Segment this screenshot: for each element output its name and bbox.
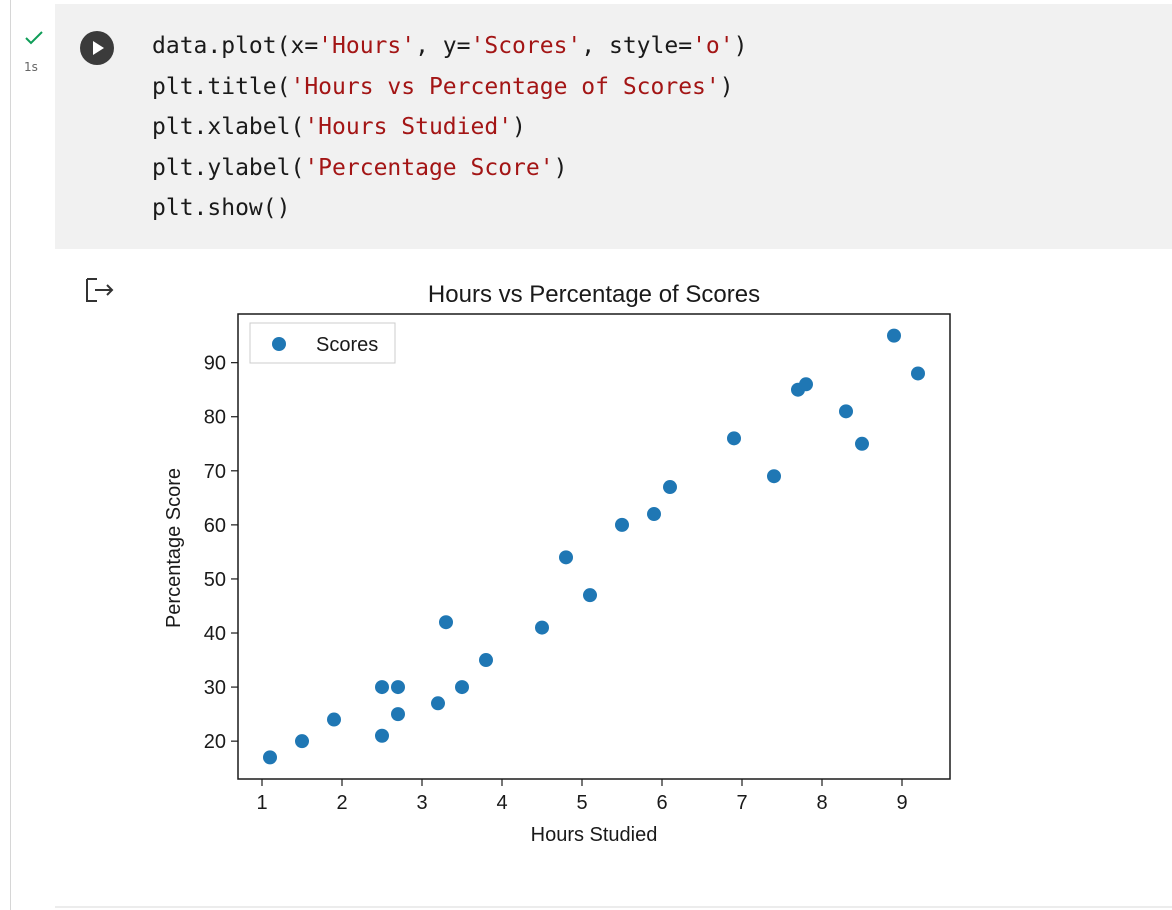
y-tick-label: 70 [204,461,226,483]
x-tick-label: 3 [416,792,427,814]
code-token: , y= [415,33,471,59]
x-tick-label: 8 [816,792,827,814]
y-tick-label: 20 [204,731,226,753]
data-point [295,734,309,749]
data-point [663,480,677,495]
legend-label: Scores [316,334,378,356]
data-point [647,507,661,522]
code-token: ) [733,33,748,59]
chart-axes: 1 2 3 4 5 6 7 8 9 20 30 40 50 60 70 80 90 [204,313,951,814]
chart-svg: Hours vs Percentage of Scores Hours Stud… [163,281,951,846]
x-tick-label: 4 [496,792,507,814]
x-tick-label: 7 [736,792,747,814]
data-point [727,431,741,446]
x-tick-label: 5 [576,792,587,814]
data-point [263,750,277,765]
code-line[interactable]: plt.title('Hours vs Percentage of Scores… [152,67,747,108]
cell-separator [55,906,1172,908]
play-icon [93,41,104,55]
legend-marker [272,337,286,351]
data-point [799,377,813,392]
code-token: ) [553,154,568,181]
cell-gutter: 1s [0,0,56,250]
y-tick-label: 30 [204,677,226,699]
cell-focus-rail [10,0,11,910]
data-point [535,620,549,635]
code-token: plt.xlabel( [152,114,305,140]
data-point [479,653,493,668]
chart-title: Hours vs Percentage of Scores [428,281,760,308]
code-editor[interactable] [55,4,1172,249]
code-string-token: 'o' [692,33,734,59]
code-token: plt.title( [152,73,291,100]
chart-x-axis-label: Hours Studied [531,824,658,846]
chart-legend: Scores [249,322,396,364]
code-string-token: 'Scores' [470,33,582,59]
code-token: ) [512,114,526,140]
data-point [431,696,445,711]
data-point [615,517,629,532]
data-point [583,588,597,603]
data-point [855,436,869,451]
data-point [559,550,573,565]
execution-time: 1s [24,60,38,74]
code-token: ) [719,73,734,100]
x-tick-label: 1 [256,792,267,814]
y-tick-label: 40 [204,623,226,645]
data-point [887,328,901,343]
code-string-token: 'Hours vs Percentage of Scores' [290,73,720,100]
data-point [327,712,341,727]
plot-frame [237,313,951,780]
code-token: data.plot(x= [152,33,319,59]
code-line[interactable]: plt.xlabel('Hours Studied') [152,107,747,148]
code-text[interactable]: data.plot(x='Hours', y='Scores', style='… [152,26,747,229]
x-tick-label: 2 [336,792,347,814]
code-string-token: 'Hours Studied' [304,114,513,140]
code-token: , style= [581,33,693,59]
y-tick-label: 50 [204,569,226,591]
data-point [391,707,405,722]
check-icon [24,30,44,46]
code-line[interactable]: plt.ylabel('Percentage Score') [152,148,747,189]
code-token: plt.ylabel( [152,154,305,181]
x-tick-label: 6 [656,792,667,814]
data-point [455,680,469,695]
output-arrow-icon [84,276,118,304]
code-line[interactable]: plt.show() [152,188,747,229]
run-cell-button[interactable] [80,31,114,65]
y-tick-label: 60 [204,515,226,537]
chart-y-axis-label: Percentage Score [163,468,185,628]
x-tick-label: 9 [896,792,907,814]
data-point [439,615,453,630]
code-string-token: 'Hours' [318,33,416,59]
data-point [767,469,781,484]
y-tick-label: 80 [204,407,226,429]
code-line[interactable]: data.plot(x='Hours', y='Scores', style='… [152,26,747,67]
data-point [375,680,389,695]
scatter-chart: Hours vs Percentage of Scores Hours Stud… [150,270,970,860]
data-point [391,680,405,695]
code-string-token: 'Percentage Score' [304,154,554,181]
chart-points [263,328,925,765]
code-token: plt.show() [152,195,291,221]
data-point [375,728,389,743]
data-point [839,404,853,419]
data-point [911,366,925,381]
y-tick-label: 90 [204,353,226,375]
